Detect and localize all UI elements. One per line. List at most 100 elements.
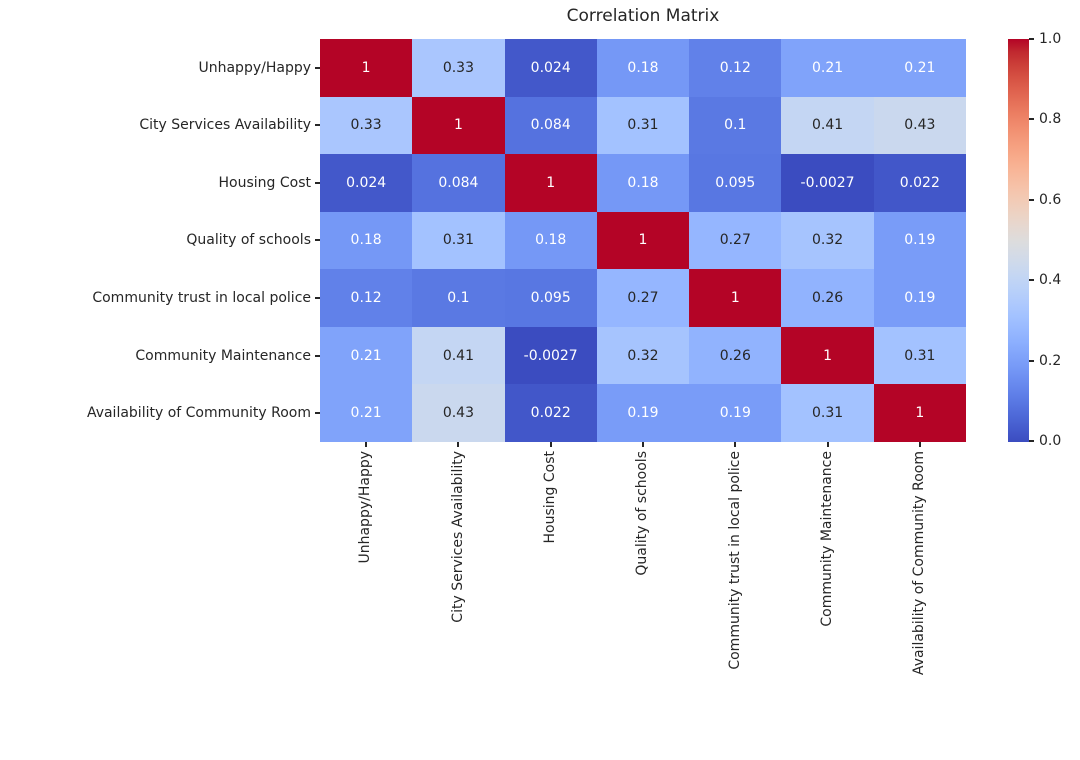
x-tick: Community trust in local police — [689, 442, 781, 758]
heatmap-cell: 0.19 — [689, 384, 782, 442]
y-tick-label: Unhappy/Happy — [198, 59, 311, 76]
heatmap-cell: 0.022 — [504, 384, 597, 442]
y-tick-label: Housing Cost — [218, 174, 311, 191]
heatmap-cell: 0.21 — [320, 326, 413, 385]
x-tick: Quality of schools — [597, 442, 689, 758]
heatmap-cell: 0.26 — [781, 269, 874, 327]
colorbar-tick-label: 1.0 — [1039, 31, 1062, 47]
y-tick: Community Maintenance — [0, 327, 320, 385]
heatmap-cell: 0.024 — [504, 39, 597, 97]
heatmap-cell: 0.32 — [596, 326, 690, 385]
colorbar-tick-label: 0.2 — [1039, 352, 1062, 369]
heatmap-cell: 0.21 — [873, 39, 966, 97]
y-tick-label: City Services Availability — [139, 117, 311, 134]
x-tick-mark — [641, 442, 644, 447]
heatmap-cell: 0.33 — [412, 39, 505, 97]
y-tick-label: Community trust in local police — [92, 290, 311, 307]
colorbar-tick-mark — [1029, 279, 1034, 282]
x-tick: Availability of Community Room — [874, 442, 966, 758]
heatmap-cell: 0.31 — [781, 384, 874, 442]
heatmap-cell: 0.084 — [504, 96, 597, 155]
y-tick-mark — [315, 297, 320, 300]
x-tick-mark — [457, 442, 460, 447]
heatmap-cell: 1 — [504, 154, 597, 212]
heatmap-cell: 0.31 — [596, 96, 690, 155]
colorbar-tick-label: 0.0 — [1039, 432, 1062, 449]
x-tick-mark — [918, 442, 921, 447]
heatmap-cell: 1 — [320, 39, 413, 97]
y-tick: Unhappy/Happy — [0, 39, 320, 97]
heatmap-cell: 0.41 — [781, 96, 874, 155]
heatmap-cell: 0.19 — [873, 269, 966, 327]
heatmap-cell: -0.0027 — [781, 154, 874, 212]
x-tick: Unhappy/Happy — [320, 442, 412, 758]
heatmap-cell: 0.19 — [596, 384, 690, 442]
heatmap-cell: 0.21 — [781, 39, 874, 97]
y-tick: Quality of schools — [0, 212, 320, 270]
chart-title: Correlation Matrix — [566, 6, 720, 26]
colorbar-tick-label: 0.4 — [1039, 272, 1062, 289]
heatmap-cell: 0.41 — [412, 326, 505, 385]
x-tick-mark — [365, 442, 368, 447]
heatmap-cell: 0.26 — [689, 326, 782, 385]
x-tick-mark — [734, 442, 737, 447]
heatmap-cell: 0.095 — [689, 154, 782, 212]
y-axis: Unhappy/Happy City Services Availability H… — [0, 39, 320, 442]
heatmap-cell: 0.18 — [504, 211, 597, 270]
y-tick: Availability of Community Room — [0, 384, 320, 442]
heatmap-cell: 0.024 — [320, 154, 413, 212]
y-tick: Community trust in local police — [0, 269, 320, 327]
y-tick-mark — [315, 124, 320, 127]
y-tick-mark — [315, 181, 320, 184]
y-tick: Housing Cost — [0, 154, 320, 212]
heatmap-cell: 0.33 — [320, 96, 413, 155]
y-tick-mark — [315, 354, 320, 357]
colorbar-tick-label: 0.6 — [1039, 191, 1062, 208]
x-tick: Housing Cost — [505, 442, 597, 758]
y-tick-label: Community Maintenance — [135, 347, 311, 364]
colorbar-tick-mark — [1029, 118, 1034, 121]
heatmap-cell: 1 — [689, 269, 782, 327]
heatmap-cell: 0.27 — [596, 269, 690, 327]
heatmap-cell: 0.022 — [873, 154, 966, 212]
heatmap-cell: 0.1 — [412, 269, 505, 327]
heatmap-cell: 0.18 — [596, 39, 690, 97]
heatmap-cell: 1 — [781, 326, 874, 385]
heatmap-cell: 0.19 — [873, 211, 966, 270]
y-tick-label: Quality of schools — [186, 232, 311, 249]
colorbar-tick-label: 0.8 — [1039, 111, 1062, 128]
heatmap-cell: 0.27 — [689, 211, 782, 270]
heatmap-cell: 1 — [596, 211, 690, 270]
heatmap-cell: 0.12 — [689, 39, 782, 97]
heatmap-cell: -0.0027 — [504, 326, 597, 385]
colorbar-tick-mark — [1029, 38, 1034, 40]
heatmap-cell: 1 — [873, 384, 966, 442]
x-tick: City Services Availability — [412, 442, 504, 758]
heatmap-cell: 0.43 — [873, 96, 966, 155]
x-tick: Community Maintenance — [781, 442, 873, 758]
x-axis: Unhappy/Happy City Services Availability H… — [320, 442, 966, 758]
heatmap-cell: 0.12 — [320, 269, 413, 327]
y-tick-mark — [315, 66, 320, 69]
y-tick-label: Availability of Community Room — [86, 405, 311, 422]
colorbar-tick-mark — [1029, 359, 1034, 362]
heatmap-cell: 0.1 — [689, 96, 782, 155]
heatmap: 1 0.33 0.024 0.18 0.12 0.21 0.21 0.33 1 0.084 0.31… — [320, 39, 966, 442]
colorbar-tick-mark — [1029, 198, 1034, 201]
heatmap-cell: 1 — [412, 96, 505, 155]
heatmap-cell: 0.32 — [781, 211, 874, 270]
heatmap-cell: 0.095 — [504, 269, 597, 327]
heatmap-cell: 0.31 — [873, 326, 966, 385]
x-tick-mark — [549, 442, 552, 447]
heatmap-cell: 0.084 — [412, 154, 505, 212]
y-tick-mark — [315, 239, 320, 242]
heatmap-cell: 0.43 — [412, 384, 505, 442]
heatmap-cell: 0.18 — [320, 211, 413, 270]
colorbar-tick-mark — [1029, 439, 1034, 442]
heatmap-cell: 0.18 — [596, 154, 690, 212]
colorbar-gradient — [1008, 39, 1029, 442]
y-tick: City Services Availability — [0, 97, 320, 155]
x-tick-mark — [826, 442, 829, 447]
